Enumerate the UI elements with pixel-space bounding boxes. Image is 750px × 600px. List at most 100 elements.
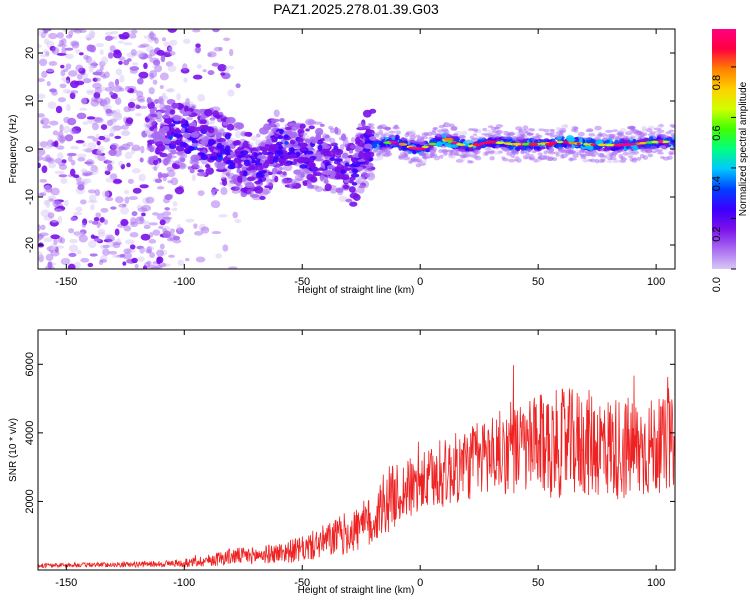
spectrogram-cell: [410, 158, 419, 162]
spectrogram-cell: [553, 134, 561, 138]
spectrogram-cell: [166, 237, 174, 242]
spectrogram-cell: [39, 192, 47, 197]
spectrogram-cell: [240, 157, 247, 161]
spectrogram-cell: [75, 64, 84, 72]
spectrogram-cell: [211, 231, 222, 235]
spectrogram-cell: [271, 136, 277, 143]
spectrogram-cell: [227, 89, 235, 97]
spectrogram-cell: [334, 126, 339, 135]
spectrogram-cell: [347, 155, 354, 159]
spectrogram-cell: [563, 124, 568, 128]
spectrogram-cell: [235, 83, 241, 89]
spectrogram-cell: [171, 207, 178, 212]
spectrogram-cell: [580, 156, 587, 160]
spectrogram-cell: [668, 129, 675, 133]
spectrogram-cell: [185, 116, 194, 121]
spectrogram-cell: [223, 37, 231, 42]
spectrogram-cell: [87, 240, 97, 249]
spectrogram-cell: [123, 225, 132, 232]
spectrogram-cell: [52, 199, 60, 208]
spectrogram-cell: [137, 45, 147, 49]
spectrogram-cell: [266, 182, 274, 187]
spectrogram-cell: [123, 189, 130, 195]
spectrogram-cell: [583, 142, 589, 146]
spectrogram-cell: [439, 154, 444, 159]
spectrogram-cell: [358, 184, 366, 189]
spectrogram-cell: [54, 208, 63, 213]
spectrogram-cell: [365, 128, 373, 136]
spectrogram-cell: [341, 174, 350, 180]
spectrogram-cell: [159, 85, 164, 89]
spectrogram-cell: [137, 256, 145, 262]
spectrogram-cell: [114, 135, 122, 140]
spectrogram-cell: [169, 228, 175, 234]
spectrogram-cell: [569, 157, 578, 161]
spectrogram-cell: [557, 146, 562, 151]
spectrogram-cell: [467, 144, 473, 148]
spectrogram-cell: [200, 226, 210, 234]
spectrogram-cell: [421, 151, 427, 157]
spectrogram-cell: [38, 155, 43, 161]
spectrogram-cell: [565, 152, 571, 156]
spectrogram-cell: [123, 248, 132, 254]
spectrogram-cell: [653, 127, 662, 131]
spectrogram-cell: [146, 97, 152, 104]
spectrogram-cell: [656, 124, 665, 128]
spectrogram-cell: [622, 135, 627, 139]
spectrogram-cell: [573, 129, 579, 133]
spectrogram-y-tick-label: -10: [24, 189, 36, 205]
spectrogram-cell: [495, 145, 500, 150]
spectrogram-cell: [95, 133, 100, 138]
spectrogram-cell: [48, 32, 58, 40]
spectrogram-cell: [579, 153, 586, 158]
spectrogram-cell: [273, 109, 280, 117]
spectrogram-cell: [548, 146, 554, 150]
spectrogram-cell: [594, 135, 600, 139]
spectrogram-cell: [384, 126, 392, 131]
spectrogram-cell: [46, 68, 55, 73]
spectrogram-cell: [224, 145, 231, 152]
spectrogram-cell: [58, 174, 68, 178]
spectrogram-cell: [81, 148, 91, 152]
spectrogram-cell: [162, 157, 171, 166]
spectrogram-cell: [49, 120, 59, 126]
spectrogram-cell: [488, 150, 495, 155]
spectrogram-cell: [364, 143, 373, 149]
spectrogram-cell: [307, 119, 316, 126]
spectrogram-cell: [246, 176, 256, 182]
spectrogram-cell: [143, 224, 151, 230]
spectrogram-cell: [529, 153, 535, 158]
spectrogram-cell: [92, 71, 102, 76]
spectrogram-cell: [211, 62, 220, 67]
spectrogram-cell: [335, 187, 344, 193]
spectrogram-cell: [647, 153, 654, 158]
spectrogram-cell: [158, 225, 164, 230]
spectrogram-cell: [134, 263, 139, 269]
spectrogram-cell: [227, 154, 236, 158]
spectrogram-cell: [115, 68, 123, 76]
spectrogram-cell: [662, 147, 668, 150]
spectrogram-cell: [327, 164, 336, 169]
spectrogram-cell: [210, 200, 221, 209]
spectrogram-cell: [350, 173, 360, 178]
spectrogram-cell: [289, 139, 296, 145]
spectrogram-cell: [253, 152, 258, 157]
spectrogram-cell: [300, 132, 308, 136]
spectrogram-cell: [349, 201, 358, 207]
spectrogram-cell: [513, 157, 520, 160]
snr-y-tick-label: 4000: [24, 421, 36, 445]
spectrogram-cell: [180, 122, 190, 129]
spectrogram-cell: [270, 144, 278, 149]
spectrogram-cell: [606, 159, 614, 164]
spectrogram-cell: [328, 125, 334, 130]
spectrogram-cell: [164, 207, 170, 211]
spectrogram-cell: [122, 261, 127, 266]
spectrogram-cell: [195, 256, 206, 263]
spectrogram-cell: [75, 49, 81, 54]
spectrogram-cell: [94, 188, 101, 197]
spectrogram-cell: [64, 47, 74, 51]
spectrogram-cell: [211, 190, 216, 198]
spectrogram-cell: [183, 105, 189, 111]
spectrogram-cell: [226, 123, 235, 131]
spectrogram-cell: [38, 93, 46, 100]
